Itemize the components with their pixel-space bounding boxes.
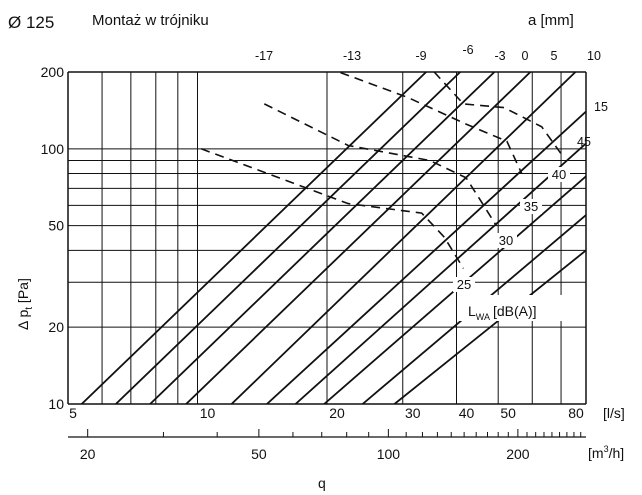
level-label-background [548,167,570,182]
damper-label: -6 [462,43,473,57]
y-tick-label: 100 [41,141,65,157]
diameter-label: Ø 125 [8,13,54,32]
damper-label: 0 [522,49,529,63]
damper-line [115,72,461,404]
damper-label: -9 [415,49,426,63]
sound-level-curve [200,148,465,269]
y-label-main: Δ p [15,310,31,330]
level-label: 30 [499,233,513,248]
y-label-unit: [Pa] [15,278,31,307]
x2-tick-label: 50 [251,446,267,462]
damper-line [185,72,531,404]
damper-lines [81,72,586,404]
damper-label: 10 [587,49,601,63]
sound-level-curves [200,72,563,269]
x2-unit-end: /h] [609,445,625,461]
x-tick-label: 5 [69,405,77,421]
damper-line [81,72,427,404]
damper-label: 45 [577,135,591,149]
damper-label: -17 [255,49,273,63]
x2-unit-main: [m [588,445,604,461]
level-label-background [458,295,562,321]
x-tick-label: 50 [500,405,516,421]
level-label-main: L [468,303,476,319]
damper-line [266,110,586,404]
level-label-background [495,233,517,248]
sound-level-curve [340,72,523,174]
y-tick-label: 20 [48,319,64,335]
svg-text:LWA[dB(A)]: LWA [dB(A)] [468,303,537,322]
y-axis-label: Δ pt [Pa] [15,278,35,330]
x2-tick-label: 20 [80,446,96,462]
sound-level-curve [263,103,497,227]
damper-label: -13 [343,49,361,63]
y-tick-label: 50 [48,218,64,234]
damper-label: 15 [594,100,608,114]
x2-tick-label: 200 [506,446,530,462]
damper-line [393,249,586,404]
x-tick-label: 30 [405,405,421,421]
x-unit-ls: [l/s] [603,405,625,421]
plot-frame [67,71,587,438]
level-label-unit: [dB(A)] [493,303,537,319]
x-axis-label: q [318,475,326,491]
x2-unit-sup: 3 [604,444,609,454]
damper-axis-label: a [mm] [528,12,574,29]
x-tick-label: 20 [329,405,345,421]
level-axis-label: LWA [dB(A)] [458,295,562,322]
damper-line [230,72,577,404]
damper-line [294,142,586,404]
x-tick-label: 40 [459,405,475,421]
x2-tick-label: 100 [377,446,401,462]
chart-title: Montaż w trójniku [92,12,209,29]
level-label: 25 [457,277,471,292]
level-label-background [520,199,542,214]
damper-label: -3 [494,49,505,63]
level-label-sub: WA [476,312,490,322]
damper-line [149,72,496,404]
x-tick-label: 10 [200,405,216,421]
damper-label: 5 [551,49,558,63]
level-label-background [453,277,475,292]
level-label: 40 [552,167,566,182]
x-tick-label: 80 [568,405,584,421]
level-label: 35 [524,199,538,214]
sound-level-curve [433,72,563,155]
y-label-sub: t [24,307,35,310]
y-tick-label: 10 [48,396,64,412]
x2-unit: [m3/h] [588,444,624,461]
y-tick-label: 200 [41,64,65,80]
